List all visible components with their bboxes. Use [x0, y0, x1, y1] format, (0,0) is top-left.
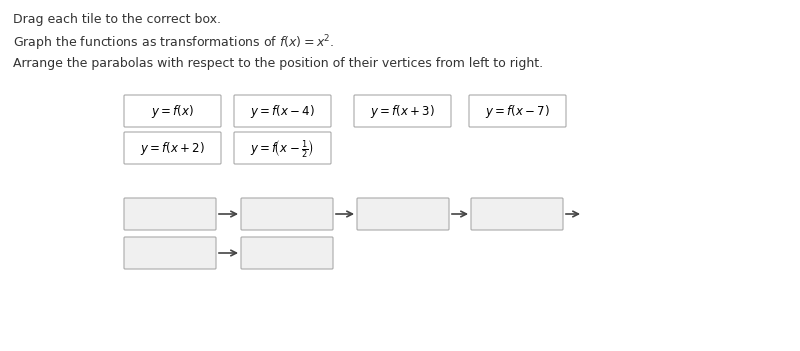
- Text: $y = f(x)$: $y = f(x)$: [151, 102, 194, 119]
- FancyBboxPatch shape: [234, 132, 331, 164]
- FancyBboxPatch shape: [469, 95, 566, 127]
- FancyBboxPatch shape: [241, 237, 333, 269]
- Text: $y = f\!\left(x - \frac{1}{2}\right)$: $y = f\!\left(x - \frac{1}{2}\right)$: [250, 138, 314, 159]
- FancyBboxPatch shape: [124, 237, 216, 269]
- FancyBboxPatch shape: [241, 198, 333, 230]
- Text: Drag each tile to the correct box.: Drag each tile to the correct box.: [13, 13, 221, 26]
- FancyBboxPatch shape: [357, 198, 449, 230]
- FancyBboxPatch shape: [124, 95, 221, 127]
- FancyBboxPatch shape: [354, 95, 451, 127]
- Text: $y = f(x+2)$: $y = f(x+2)$: [140, 139, 205, 157]
- FancyBboxPatch shape: [124, 198, 216, 230]
- FancyBboxPatch shape: [471, 198, 563, 230]
- Text: $y = f(x+3)$: $y = f(x+3)$: [370, 102, 435, 119]
- Text: Graph the functions as transformations of $f(x) = x^2$.: Graph the functions as transformations o…: [13, 33, 334, 53]
- FancyBboxPatch shape: [234, 95, 331, 127]
- FancyBboxPatch shape: [124, 132, 221, 164]
- Text: $y = f(x-7)$: $y = f(x-7)$: [485, 102, 550, 119]
- Text: Arrange the parabolas with respect to the position of their vertices from left t: Arrange the parabolas with respect to th…: [13, 57, 543, 70]
- Text: $y = f(x-4)$: $y = f(x-4)$: [250, 102, 315, 119]
